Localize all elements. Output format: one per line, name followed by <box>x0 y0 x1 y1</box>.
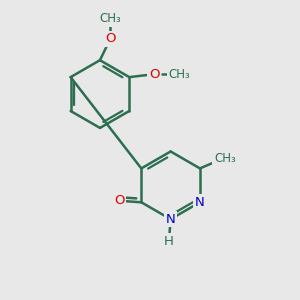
Text: N: N <box>195 196 205 209</box>
Text: CH₃: CH₃ <box>99 12 121 25</box>
Text: O: O <box>149 68 160 81</box>
Text: N: N <box>166 213 176 226</box>
Text: O: O <box>114 194 124 207</box>
Text: H: H <box>164 235 174 248</box>
Text: CH₃: CH₃ <box>214 152 236 165</box>
Text: O: O <box>105 32 116 46</box>
Text: CH₃: CH₃ <box>168 68 190 81</box>
